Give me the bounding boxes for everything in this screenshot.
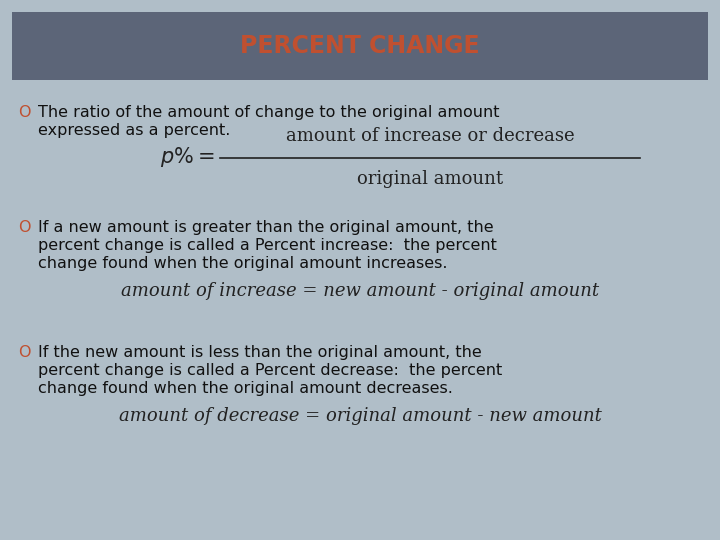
Text: change found when the original amount decreases.: change found when the original amount de… <box>38 381 453 396</box>
Text: percent change is called a Percent decrease:  the percent: percent change is called a Percent decre… <box>38 363 503 378</box>
Text: O: O <box>18 220 30 235</box>
Text: O: O <box>18 345 30 360</box>
Text: change found when the original amount increases.: change found when the original amount in… <box>38 256 448 271</box>
Text: $p\%=$: $p\%=$ <box>161 145 215 169</box>
FancyBboxPatch shape <box>12 12 708 80</box>
Text: expressed as a percent.: expressed as a percent. <box>38 123 230 138</box>
Text: amount of increase = new amount - original amount: amount of increase = new amount - origin… <box>121 282 599 300</box>
Text: PERCENT CHANGE: PERCENT CHANGE <box>240 34 480 58</box>
Text: The ratio of the amount of change to the original amount: The ratio of the amount of change to the… <box>38 105 500 120</box>
Text: amount of decrease = original amount - new amount: amount of decrease = original amount - n… <box>119 407 601 425</box>
Text: original amount: original amount <box>357 170 503 188</box>
Text: If the new amount is less than the original amount, the: If the new amount is less than the origi… <box>38 345 482 360</box>
Text: If a new amount is greater than the original amount, the: If a new amount is greater than the orig… <box>38 220 494 235</box>
Text: O: O <box>18 105 30 120</box>
Text: amount of increase or decrease: amount of increase or decrease <box>286 127 575 145</box>
Text: percent change is called a Percent increase:  the percent: percent change is called a Percent incre… <box>38 238 497 253</box>
